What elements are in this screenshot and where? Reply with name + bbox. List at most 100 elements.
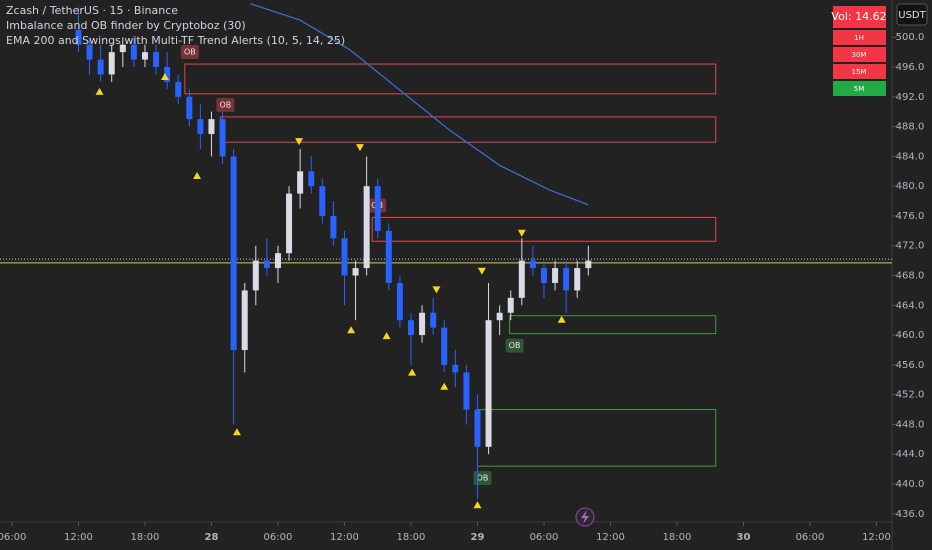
y-tick-label: 484.0 [896, 151, 925, 162]
order-block-zone [184, 63, 717, 95]
trend-cell [833, 81, 886, 96]
swing-high-marker [295, 138, 304, 146]
swing-low-marker [408, 368, 417, 376]
y-tick-label: 476.0 [896, 211, 925, 222]
y-tick-label: 496.0 [896, 62, 925, 73]
candle-body [153, 52, 160, 68]
candle-body [552, 268, 559, 283]
candle-body [208, 119, 215, 135]
candle-body [430, 312, 437, 328]
currency-button[interactable] [896, 3, 928, 26]
ema-line [250, 3, 589, 206]
x-tick-label: 06:00 [530, 532, 559, 543]
y-tick-label: 480.0 [896, 181, 925, 192]
y-tick-label: 492.0 [896, 92, 925, 103]
candle-body [396, 282, 403, 321]
y-tick-label: 464.0 [896, 300, 925, 311]
order-block-label: OB [184, 48, 196, 57]
trend-label: 1H [854, 34, 864, 42]
x-tick-label: 12:00 [862, 532, 891, 543]
candle-body [286, 193, 293, 254]
y-tick-label: 488.0 [896, 122, 925, 133]
candle-body [119, 44, 126, 53]
x-tick-label: 12:00 [596, 532, 625, 543]
y-tick-label: 448.0 [896, 419, 925, 430]
swing-high-marker [355, 144, 364, 152]
candle-body [407, 320, 414, 336]
candle-body [86, 44, 93, 60]
indicator-label: EMA 200 and Swings with Multi-TF Trend A… [6, 34, 345, 47]
candle-body [297, 171, 304, 194]
candle-body [197, 119, 204, 135]
x-tick-label: 18:00 [663, 532, 692, 543]
order-block-zone [371, 216, 717, 242]
trend-label: 30M [852, 51, 867, 59]
swing-low-marker [193, 172, 202, 180]
order-block-tag [216, 97, 235, 112]
x-tick-label: 12:00 [64, 532, 93, 543]
candle-body [540, 268, 547, 283]
candle-body [130, 44, 137, 60]
swing-low-marker [557, 315, 566, 323]
trend-cell [833, 47, 886, 62]
lightning-icon [581, 510, 589, 524]
y-tick-label: 472.0 [896, 241, 925, 252]
y-tick-label: 456.0 [896, 360, 925, 371]
candle-body [563, 268, 570, 291]
order-block-label: OB [509, 341, 521, 350]
candle-body [463, 372, 470, 410]
y-tick-label: 444.0 [896, 449, 925, 460]
x-tick-label: 30 [737, 532, 751, 543]
trend-label: 5M [854, 85, 865, 93]
candle-body [474, 409, 481, 447]
swing-high-marker [517, 229, 526, 237]
order-block-label: OB [219, 100, 231, 109]
candle-body [341, 238, 348, 276]
candle-body [219, 119, 226, 157]
candle-body [585, 260, 592, 269]
order-block-zone [509, 315, 717, 335]
y-tick-label: 468.0 [896, 271, 925, 282]
candle-body [363, 186, 370, 269]
swing-low-marker [473, 501, 482, 509]
trend-label: 15M [852, 68, 867, 76]
candle-body [75, 29, 82, 45]
x-tick-label: 29 [471, 532, 485, 543]
order-block-tag [505, 338, 524, 353]
swing-low-marker [382, 332, 391, 340]
candle-body [241, 290, 248, 350]
order-block-tag [180, 45, 199, 60]
candle-body [97, 59, 104, 75]
x-tick-label: 06:00 [0, 532, 26, 543]
candle-body [330, 215, 337, 239]
candle-body [164, 67, 171, 82]
candle-body [518, 260, 525, 298]
candle-body [507, 297, 514, 313]
plot-area: OBOBOBOBOB [0, 3, 892, 509]
swing-low-marker [160, 73, 169, 81]
chart-title: Zcash / TetherUS · 15 · Binance [6, 4, 178, 17]
swing-low-marker [440, 382, 449, 390]
indicator-label: Imbalance and OB finder by Cryptoboz (30… [6, 19, 246, 32]
candle-body [175, 81, 182, 97]
candle-body [496, 312, 503, 321]
swing-low-marker [347, 326, 356, 334]
trend-cell [833, 30, 886, 45]
candle-body [308, 171, 315, 187]
candle-body [319, 186, 326, 216]
y-tick-label: 500.0 [896, 32, 925, 43]
candle-body [419, 312, 426, 336]
candle-body [230, 156, 237, 350]
y-tick-label: 436.0 [896, 509, 925, 520]
trend-table: 1H 30M 15M 5M [833, 30, 886, 96]
candle-body [574, 268, 581, 291]
candle-body [108, 52, 115, 75]
candle-body [252, 260, 259, 291]
swing-low-marker [232, 428, 241, 436]
volume-label: Vol: 14.62 [831, 10, 886, 23]
candle-body [485, 320, 492, 447]
swing-high-marker [432, 286, 441, 294]
candle-body [385, 230, 392, 283]
order-block-label: OB [477, 474, 489, 483]
